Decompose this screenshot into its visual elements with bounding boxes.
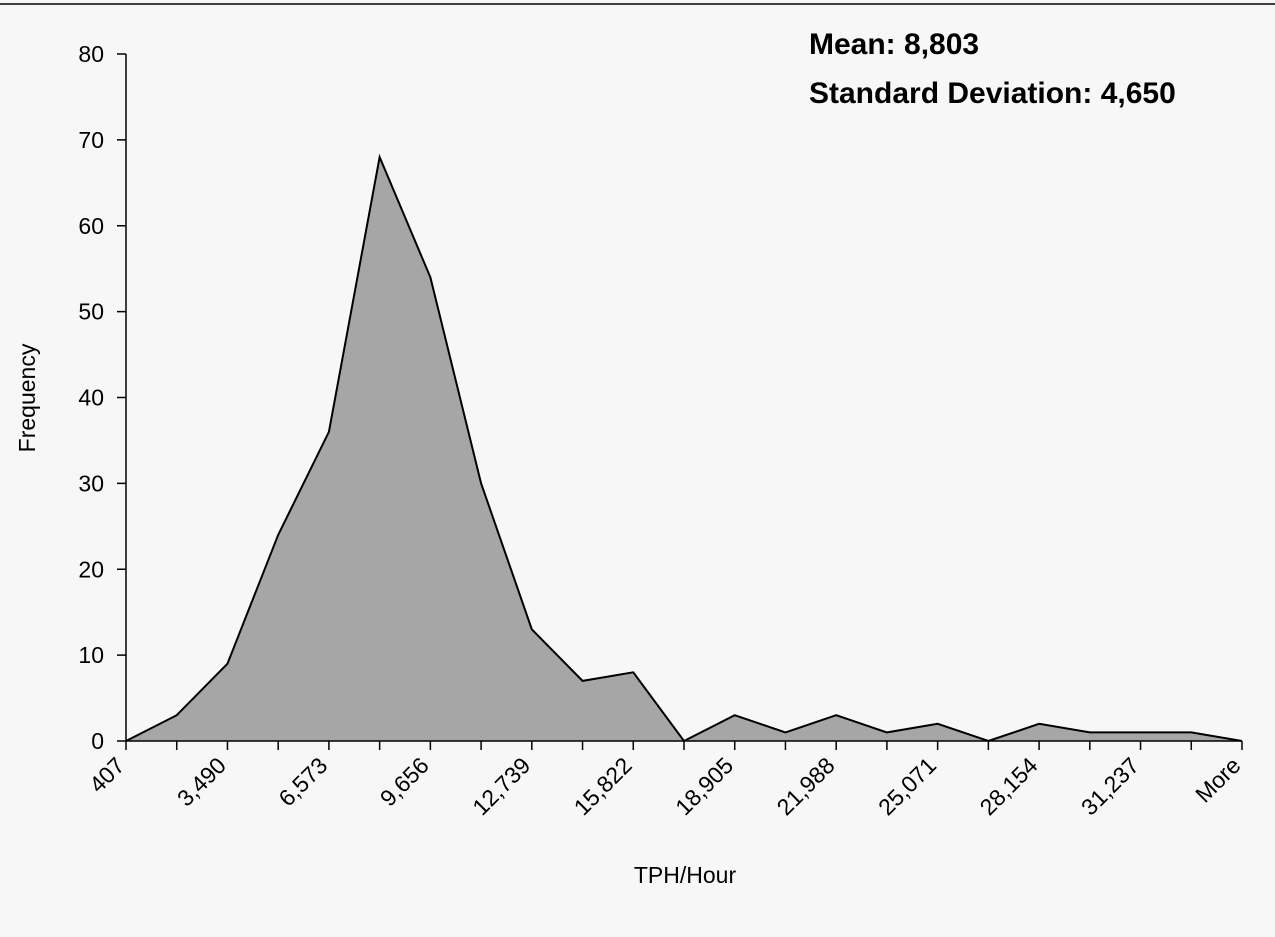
area-layer: [126, 157, 1242, 741]
x-tick-label: 25,071: [873, 752, 941, 820]
y-axis-title: Frequency: [14, 343, 40, 452]
x-tick-label: 12,739: [467, 752, 535, 820]
x-tick-label: 15,822: [569, 752, 637, 820]
x-tick-label: More: [1190, 752, 1245, 807]
mean-annotation: Mean: 8,803: [809, 28, 979, 61]
frequency-area: [126, 157, 1242, 741]
x-tick-label: 9,656: [375, 752, 434, 811]
y-tick-label: 70: [78, 127, 104, 153]
y-tick-label: 10: [78, 642, 104, 668]
std-dev-annotation: Standard Deviation: 4,650: [809, 77, 1176, 110]
x-tick-label: 3,490: [172, 752, 231, 811]
y-tick-label: 40: [78, 385, 104, 411]
x-axis-title: TPH/Hour: [634, 862, 737, 888]
x-tick-label: 407: [84, 752, 130, 798]
x-tick-label: 6,573: [273, 752, 332, 811]
y-tick-label: 0: [91, 728, 104, 754]
x-tick-label: 28,154: [974, 752, 1042, 820]
y-tick-label: 80: [78, 41, 104, 67]
y-tick-label: 50: [78, 299, 104, 325]
x-tick-label: 18,905: [670, 752, 738, 820]
y-tick-label: 20: [78, 556, 104, 582]
x-tick-label: 21,988: [772, 752, 840, 820]
x-tick-label: 31,237: [1076, 752, 1144, 820]
y-tick-label: 30: [78, 470, 104, 496]
y-tick-label: 60: [78, 213, 104, 239]
